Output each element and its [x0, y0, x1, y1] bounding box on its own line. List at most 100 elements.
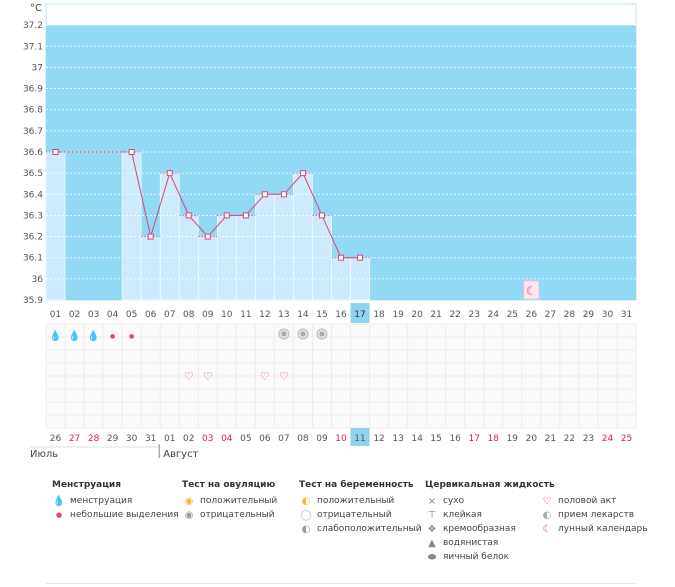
legend-item: 💧 менструация	[52, 494, 179, 508]
cycle-day-label: 11	[240, 310, 251, 320]
calendar-date-label: 25	[621, 434, 632, 444]
calendar-date-label: 14	[411, 434, 423, 444]
temperature-point	[318, 212, 325, 219]
legend-item: ◉ положительный	[182, 494, 278, 508]
cycle-day-label: 02	[69, 310, 80, 320]
y-tick-label: 35.9	[23, 296, 43, 306]
legend-label: лунный календарь	[558, 524, 648, 534]
calendar-date-label: 26	[50, 434, 62, 444]
legend-label: прием лекарств	[558, 510, 635, 520]
legend-label: яичный белок	[443, 552, 510, 562]
moon-icon: ☾	[526, 284, 537, 298]
temperature-point	[52, 149, 59, 155]
cycle-day-label: 01	[50, 310, 61, 320]
cycle-day-label: 25	[507, 310, 518, 320]
pregnancy-positive-icon: ◐	[301, 495, 311, 507]
moon-icon: ☾	[542, 523, 552, 535]
legend-item: ◐ слабоположительный	[299, 522, 422, 536]
calendar-date-label: 29	[107, 434, 119, 444]
legend-ovulation: Тест на овуляцию ◉ положительный ◉ отрицат…	[182, 480, 277, 522]
y-tick-label: 36.9	[23, 85, 43, 95]
temperature-line-segment	[207, 215, 228, 237]
month-label-july: Июль	[30, 449, 58, 460]
temperature-line-segment	[188, 215, 209, 237]
cycle-day-label: 26	[526, 310, 538, 320]
calendar-date-label: 07	[278, 434, 289, 444]
calendar-date-label: 30	[126, 434, 138, 444]
cycle-day-label: 08	[183, 310, 195, 320]
y-tick-label: 37.2	[23, 21, 43, 31]
legend-label: слабоположительный	[317, 524, 422, 534]
temperature-line-segment	[131, 151, 152, 237]
legend-title: Тест на беременность	[299, 480, 414, 490]
legend-label: водянистая	[443, 538, 499, 548]
heart-icon: ♡	[279, 370, 289, 383]
calendar-date-label: 17	[468, 434, 479, 444]
cycle-day-label: 12	[259, 310, 270, 320]
legend-title: Цервикальная жидкость	[425, 480, 555, 490]
y-tick-label: 36.1	[23, 254, 43, 264]
cycle-day-label: 21	[430, 310, 441, 320]
menstruation-light-icon: ●	[110, 333, 115, 340]
selected-date-cell	[350, 428, 370, 446]
legend-item: ◐ прием лекарств	[540, 508, 648, 522]
y-tick-label: 36	[32, 275, 44, 285]
y-axis-label: °C	[30, 3, 42, 14]
temperature-point	[204, 233, 211, 240]
calendar-date-label: 11	[354, 434, 365, 444]
temperature-line-segment	[283, 172, 304, 195]
temperature-line-segment	[150, 172, 171, 237]
legend-label: менструация	[70, 496, 133, 506]
temperature-point	[147, 233, 154, 240]
y-tick-label: 36.5	[23, 169, 43, 179]
temperature-line-segment	[321, 215, 342, 258]
cycle-day-label: 29	[583, 310, 595, 320]
calendar-date-label: 31	[145, 434, 156, 444]
calendar-date-label: 10	[335, 434, 347, 444]
bbt-chart: 37.2 37.1 37 36.9 36.8 36.7 36.6 36.5 36.4 36.3 36…	[23, 3, 637, 460]
legend-label: отрицательный	[200, 510, 275, 520]
temperature-point	[338, 254, 344, 261]
legend-item: ⊤ клейкая	[425, 508, 555, 522]
heart-icon: ♡	[542, 495, 552, 507]
cycle-day-label: 05	[126, 310, 137, 320]
temperature-bar	[274, 193, 294, 301]
legend-label: клейкая	[443, 510, 482, 520]
calendar-date-label: 06	[259, 434, 271, 444]
dry-icon: ×	[427, 495, 437, 507]
legend-label: небольшие выделения	[70, 510, 179, 520]
cycle-day-label: 30	[602, 310, 614, 320]
divider	[46, 583, 636, 584]
temperature-bar	[121, 151, 142, 301]
watery-icon: ▲	[428, 537, 436, 549]
calendar-date-label: 02	[183, 434, 194, 444]
temperature-point	[223, 212, 230, 219]
y-tick-label: 36.2	[23, 233, 43, 243]
calendar-date-label: 08	[297, 434, 309, 444]
sticky-icon: ⊤	[427, 509, 437, 521]
legend-title: Тест на овуляцию	[182, 480, 276, 490]
legend-label: кремообразная	[443, 524, 516, 534]
cycle-day-label: 06	[145, 310, 157, 320]
y-tick-label: 37	[32, 63, 43, 73]
cycle-day-label: 24	[488, 310, 500, 320]
ovulation-dot	[300, 331, 306, 337]
temperature-line-segment	[169, 172, 190, 216]
ovulation-dot	[319, 331, 325, 337]
cycle-day-label: 22	[449, 310, 460, 320]
temperature-point	[261, 191, 268, 198]
ovulation-negative-icon: ◉	[184, 509, 194, 521]
legend-item: ◐ положительный	[299, 494, 422, 508]
legend-title: Менструация	[52, 480, 121, 490]
cycle-day-label: 07	[164, 310, 175, 320]
egg-white-icon: ⬬	[427, 551, 437, 563]
pregnancy-weak-icon: ◐	[301, 523, 311, 535]
temperature-bar	[140, 236, 161, 301]
calendar-date-label: 18	[488, 434, 500, 444]
cycle-day-label: 16	[335, 310, 347, 320]
cycle-day-label: 17	[354, 310, 365, 320]
cycle-day-label: 04	[107, 310, 119, 320]
legend-misc: ♡ половой акт ◐ прием лекарств ☾ лунный кал…	[540, 494, 648, 536]
temperature-line-segment	[245, 193, 266, 216]
cycle-day-label: 15	[316, 310, 327, 320]
